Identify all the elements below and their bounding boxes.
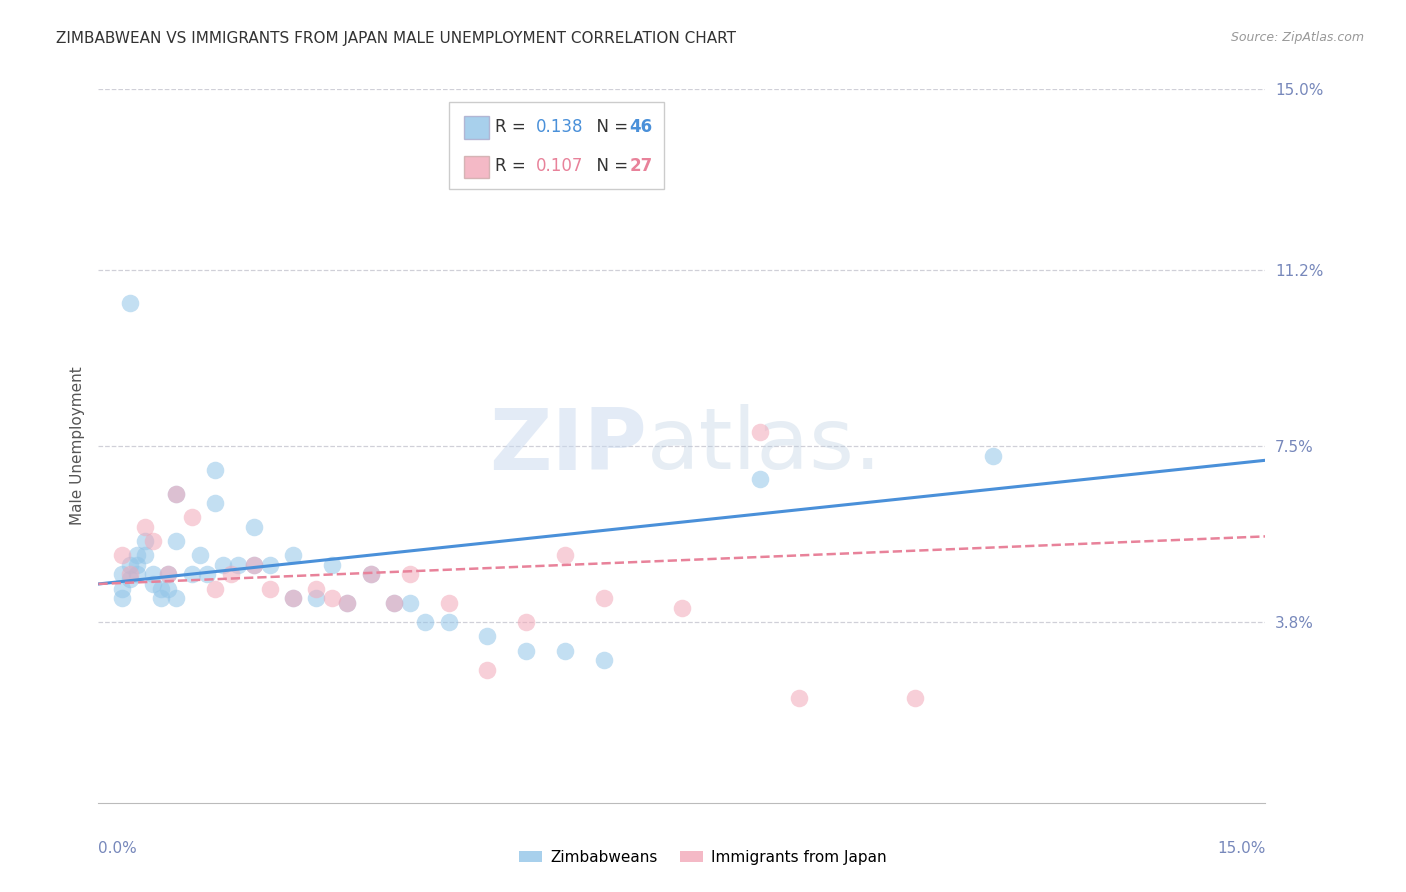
Point	[259, 582, 281, 596]
Point	[165, 534, 187, 549]
Point	[157, 567, 180, 582]
Legend: Zimbabweans, Immigrants from Japan: Zimbabweans, Immigrants from Japan	[513, 844, 893, 871]
Point	[118, 558, 141, 572]
Point	[593, 591, 616, 606]
Point	[554, 549, 576, 563]
Point	[134, 520, 156, 534]
Text: 0.107: 0.107	[536, 157, 583, 175]
Point	[243, 558, 266, 572]
Point	[149, 582, 172, 596]
Point	[195, 567, 218, 582]
Text: 46: 46	[630, 118, 652, 136]
Point	[321, 591, 343, 606]
Point	[180, 510, 202, 524]
Point	[398, 596, 420, 610]
Text: atlas.: atlas.	[647, 404, 883, 488]
Point	[904, 691, 927, 706]
Point	[204, 463, 226, 477]
Point	[671, 600, 693, 615]
Point	[305, 591, 328, 606]
Point	[204, 582, 226, 596]
Point	[204, 496, 226, 510]
Point	[188, 549, 211, 563]
Point	[212, 558, 235, 572]
Text: R =: R =	[495, 157, 531, 175]
Point	[281, 591, 304, 606]
Point	[157, 567, 180, 582]
Point	[228, 558, 250, 572]
Text: 27: 27	[630, 157, 652, 175]
Point	[437, 596, 460, 610]
Text: ZIMBABWEAN VS IMMIGRANTS FROM JAPAN MALE UNEMPLOYMENT CORRELATION CHART: ZIMBABWEAN VS IMMIGRANTS FROM JAPAN MALE…	[56, 31, 737, 46]
Point	[336, 596, 359, 610]
Point	[748, 472, 770, 486]
Point	[477, 663, 499, 677]
Text: ZIP: ZIP	[489, 404, 647, 488]
Point	[413, 615, 436, 629]
Point	[165, 591, 187, 606]
FancyBboxPatch shape	[449, 102, 665, 189]
Point	[127, 567, 149, 582]
Point	[281, 591, 304, 606]
Point	[243, 520, 266, 534]
FancyBboxPatch shape	[464, 155, 489, 178]
Point	[515, 615, 537, 629]
Point	[127, 558, 149, 572]
Point	[477, 629, 499, 643]
Point	[142, 577, 165, 591]
Point	[360, 567, 382, 582]
Point	[111, 549, 134, 563]
Text: R =: R =	[495, 118, 531, 136]
Point	[787, 691, 810, 706]
Point	[336, 596, 359, 610]
Point	[118, 567, 141, 582]
Point	[165, 486, 187, 500]
Point	[981, 449, 1004, 463]
Point	[111, 567, 134, 582]
Point	[127, 549, 149, 563]
Point	[593, 653, 616, 667]
Point	[142, 534, 165, 549]
Point	[157, 582, 180, 596]
Text: 0.0%: 0.0%	[98, 841, 138, 855]
Point	[437, 615, 460, 629]
Point	[134, 549, 156, 563]
Point	[219, 567, 242, 582]
Point	[111, 582, 134, 596]
Point	[382, 596, 405, 610]
Point	[554, 643, 576, 657]
Point	[515, 643, 537, 657]
Point	[149, 591, 172, 606]
Text: 15.0%: 15.0%	[1218, 841, 1265, 855]
Point	[111, 591, 134, 606]
Text: Source: ZipAtlas.com: Source: ZipAtlas.com	[1230, 31, 1364, 45]
Point	[134, 534, 156, 549]
Point	[180, 567, 202, 582]
Point	[382, 596, 405, 610]
Point	[281, 549, 304, 563]
Point	[118, 296, 141, 310]
Text: 0.138: 0.138	[536, 118, 583, 136]
Y-axis label: Male Unemployment: Male Unemployment	[69, 367, 84, 525]
Point	[142, 567, 165, 582]
Point	[165, 486, 187, 500]
Point	[398, 567, 420, 582]
Point	[360, 567, 382, 582]
Point	[243, 558, 266, 572]
Point	[748, 425, 770, 439]
FancyBboxPatch shape	[464, 116, 489, 139]
Point	[259, 558, 281, 572]
Point	[118, 572, 141, 586]
Point	[305, 582, 328, 596]
Text: N =: N =	[586, 118, 634, 136]
Text: N =: N =	[586, 157, 634, 175]
Point	[321, 558, 343, 572]
